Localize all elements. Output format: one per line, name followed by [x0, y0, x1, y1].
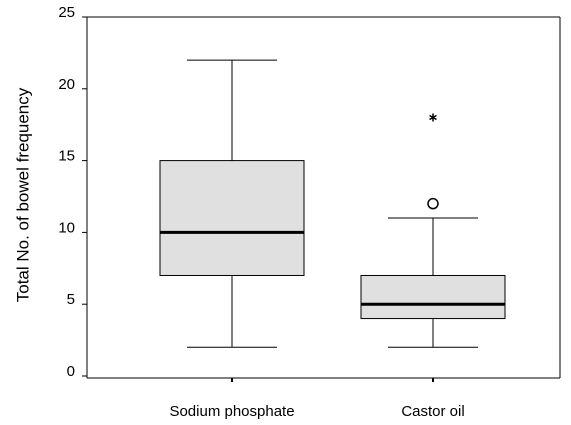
y-axis-label: Total No. of bowel frequency [13, 87, 32, 302]
y-tick-label: 10 [58, 219, 75, 236]
y-tick-label: 5 [67, 291, 75, 308]
y-tick-label: 20 [58, 76, 75, 93]
x-tick-label: Castor oil [401, 403, 464, 420]
extreme [429, 113, 437, 122]
y-tick-label: 15 [58, 148, 75, 165]
box [360, 274, 506, 320]
y-tick-label: 0 [67, 363, 75, 380]
box [159, 160, 305, 276]
outlier [427, 197, 439, 210]
y-tick-label: 25 [58, 4, 75, 21]
x-tick-label: Sodium phosphate [169, 403, 294, 420]
